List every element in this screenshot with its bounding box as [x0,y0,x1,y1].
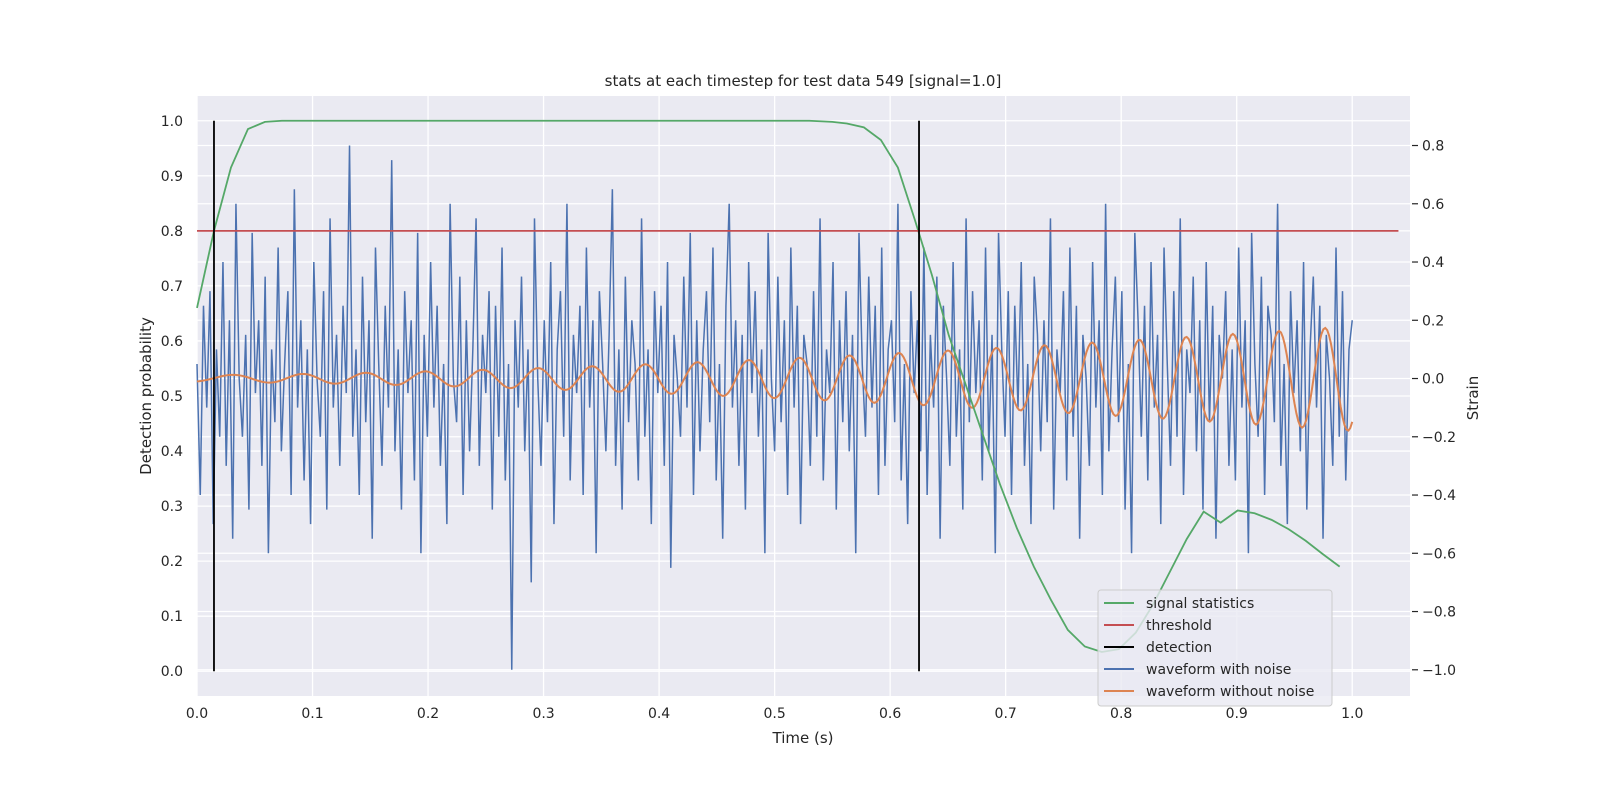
y2-tick-label: 0.8 [1422,139,1444,155]
y-tick-label: 0.8 [161,224,183,240]
y2-tick-label: 0.2 [1422,313,1444,329]
y2-tick-label: −0.2 [1422,430,1456,446]
y-tick-label: 0.1 [161,609,183,625]
legend: signal statistics threshold detection wa… [1097,589,1333,707]
y2-tick-label: −0.4 [1422,488,1456,504]
y2-tick-label: 0.6 [1422,197,1444,213]
y-tick-label: 0.2 [161,554,183,570]
y-tick-label: 0.0 [161,664,183,680]
x-tick-label: 0.9 [1226,706,1248,722]
legend-label-waveform-without-noise: waveform without noise [1146,684,1314,700]
x-tick-label: 0.7 [995,706,1017,722]
x-tick-label: 0.5 [763,706,785,722]
y-tick-label: 0.3 [161,499,183,515]
y2-tick-label: 0.0 [1422,372,1444,388]
legend-label-detection: detection [1146,640,1212,656]
waveform-with-noise-line [196,145,1353,670]
y2-tick-label: −1.0 [1422,663,1456,679]
y2-tick-label: −0.8 [1422,605,1456,621]
legend-label-signal-statistics: signal statistics [1146,596,1254,612]
waveform-without-noise-line [196,326,1354,432]
x-axis-label: Time (s) [772,729,834,747]
signal-statistics-line [196,119,1341,653]
x-tick-label: 0.0 [186,706,208,722]
y2-tick-label: −0.6 [1422,546,1456,562]
y-tick-label: 1.0 [161,114,183,130]
y2-tick-label: 0.4 [1422,255,1444,271]
y-tick-label: 0.5 [161,389,183,405]
y-tick-label: 0.6 [161,334,183,350]
x-tick-label: 0.2 [417,706,439,722]
x-tick-label: 0.3 [532,706,554,722]
y-axis-ticks: 0.0 0.1 0.2 0.3 0.4 0.5 0.6 0.7 0.8 0.9 1.0 [161,114,183,680]
legend-label-threshold: threshold [1146,618,1212,634]
x-tick-label: 0.1 [301,706,323,722]
y-tick-label: 0.7 [161,279,183,295]
y2-axis-ticks: −1.0 −0.8 −0.6 −0.4 −0.2 0.0 0.2 0.4 0.6 0.8 [1412,139,1456,679]
legend-label-waveform-with-noise: waveform with noise [1146,662,1291,678]
series-layer [196,119,1399,672]
y-tick-label: 0.4 [161,444,183,460]
x-tick-label: 0.4 [648,706,670,722]
x-axis-ticks: 0.0 0.1 0.2 0.3 0.4 0.5 0.6 0.7 0.8 0.9 1.0 [186,706,1364,722]
x-tick-label: 0.6 [879,706,901,722]
y-tick-label: 0.9 [161,169,183,185]
chart-title: stats at each timestep for test data 549… [605,72,1002,90]
y2-axis-label: Strain [1464,376,1482,420]
legend-box [1097,589,1333,707]
y-axis-label: Detection probability [137,317,155,475]
x-tick-label: 0.8 [1110,706,1132,722]
x-tick-label: 1.0 [1341,706,1363,722]
